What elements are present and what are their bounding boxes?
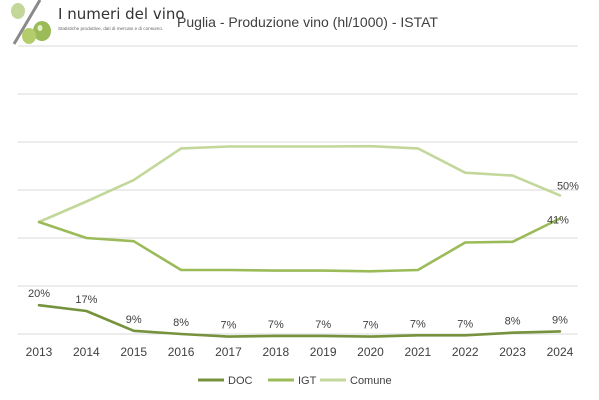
data-label: 9%	[126, 314, 142, 326]
data-label: 17%	[75, 294, 97, 306]
x-tick-label: 2014	[73, 345, 100, 359]
x-tick-label: 2022	[452, 345, 479, 359]
x-tick-label: 2017	[215, 345, 242, 359]
legend-label: DOC	[228, 375, 253, 387]
data-label: 9%	[552, 314, 568, 326]
x-tick-label: 2018	[262, 345, 289, 359]
brand-tagline: Statistiche produttive, dati di mercato …	[58, 26, 164, 31]
data-label: 7%	[410, 318, 426, 330]
x-tick-label: 2020	[357, 345, 384, 359]
x-tick-label: 2021	[405, 345, 432, 359]
legend-label: IGT	[298, 375, 317, 387]
data-label: 41%	[547, 214, 569, 226]
series-line-igt	[37, 217, 562, 273]
data-label: 7%	[457, 318, 473, 330]
x-tick-label: 2019	[310, 345, 337, 359]
series-line-doc	[37, 303, 562, 338]
x-tick-label: 2015	[120, 345, 147, 359]
data-label: 7%	[363, 320, 379, 332]
legend-label: Comune	[350, 375, 392, 387]
chart-title: Puglia - Produzione vino (hl/1000) - IST…	[177, 14, 438, 30]
x-tick-label: 2016	[168, 345, 195, 359]
x-tick-label: 2024	[547, 345, 574, 359]
data-label: 7%	[315, 319, 331, 331]
data-label: 20%	[28, 288, 50, 300]
brand-logo-icon	[11, 0, 51, 45]
x-tick-label: 2013	[26, 345, 53, 359]
data-label: 7%	[220, 320, 236, 332]
data-label: 50%	[557, 180, 579, 192]
brand-name: I numeri del vino	[58, 5, 185, 23]
brand-logo: I numeri del vino Statistiche produttive…	[0, 0, 190, 46]
data-label: 8%	[505, 316, 521, 328]
series-line-comune	[37, 144, 562, 224]
data-label: 7%	[268, 319, 284, 331]
x-tick-label: 2023	[499, 345, 526, 359]
data-label: 8%	[173, 317, 189, 329]
